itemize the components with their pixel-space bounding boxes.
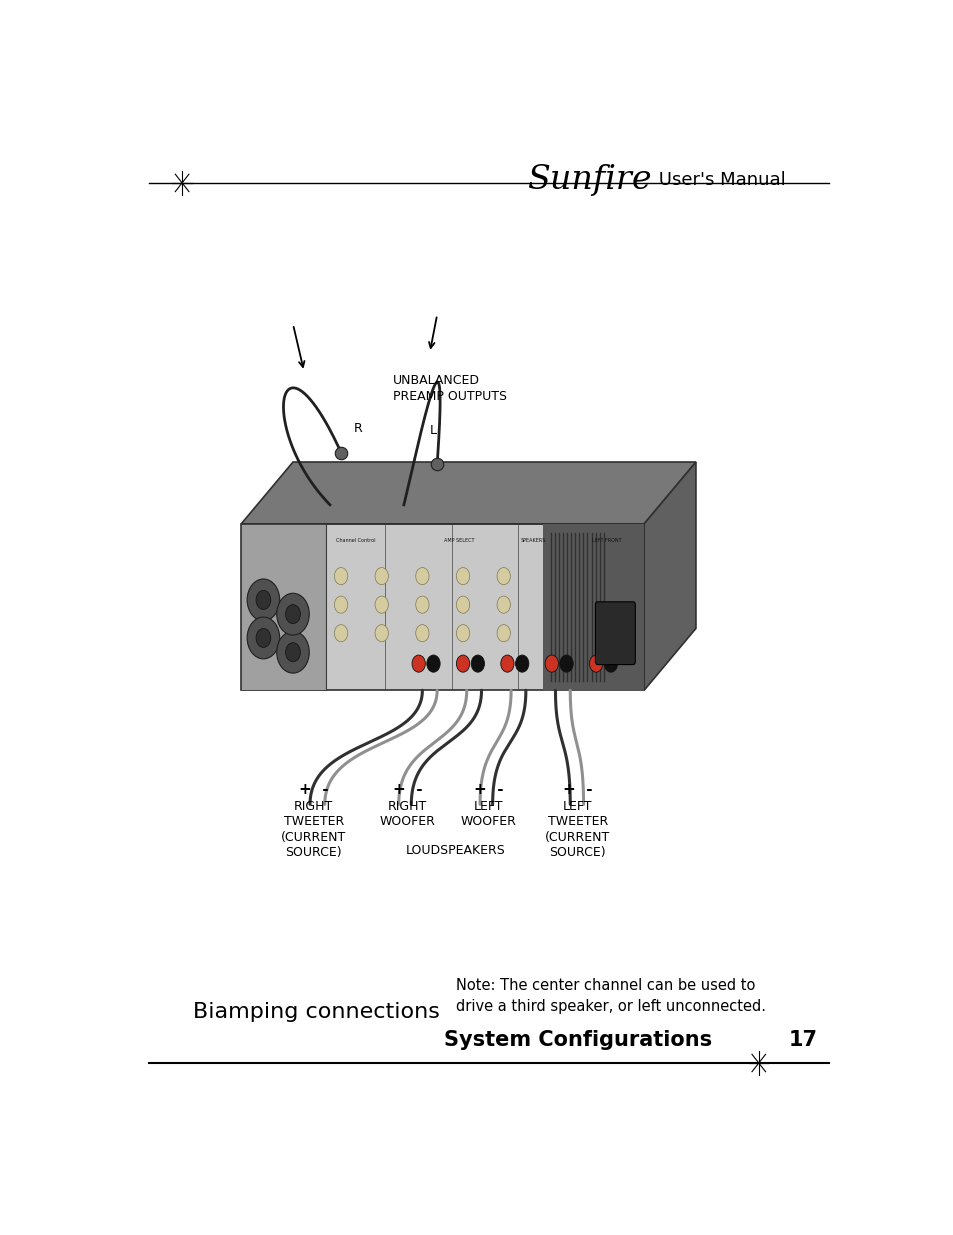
Circle shape [416, 625, 429, 642]
Circle shape [375, 597, 388, 614]
Circle shape [285, 642, 300, 662]
Text: Note: The center channel can be used to
drive a third speaker, or left unconnect: Note: The center channel can be used to … [456, 978, 765, 1014]
FancyBboxPatch shape [595, 601, 635, 664]
Text: AMP SELECT: AMP SELECT [444, 538, 474, 543]
Circle shape [247, 618, 279, 658]
Circle shape [589, 655, 602, 672]
Circle shape [255, 629, 271, 647]
Polygon shape [241, 524, 643, 690]
Circle shape [426, 655, 439, 672]
Text: +  -: + - [474, 782, 503, 797]
Text: L: L [429, 424, 436, 437]
Text: RIGHT
TWEETER
(CURRENT
SOURCE): RIGHT TWEETER (CURRENT SOURCE) [281, 799, 346, 860]
Polygon shape [241, 524, 326, 690]
Text: SPEAKERS: SPEAKERS [520, 538, 545, 543]
Circle shape [497, 625, 510, 642]
Polygon shape [543, 524, 643, 690]
Circle shape [375, 625, 388, 642]
Circle shape [471, 655, 484, 672]
Circle shape [456, 597, 469, 614]
Circle shape [544, 655, 558, 672]
Circle shape [285, 605, 300, 624]
Circle shape [276, 631, 309, 673]
Circle shape [515, 655, 528, 672]
Polygon shape [241, 462, 696, 524]
Circle shape [497, 568, 510, 584]
Text: LEFT FRONT: LEFT FRONT [592, 538, 621, 543]
Circle shape [276, 593, 309, 635]
Circle shape [416, 568, 429, 584]
Circle shape [416, 597, 429, 614]
Circle shape [456, 625, 469, 642]
Text: 17: 17 [788, 1030, 817, 1050]
Text: +  -: + - [393, 782, 422, 797]
Text: System Configurations: System Configurations [443, 1030, 711, 1050]
Circle shape [497, 597, 510, 614]
Circle shape [255, 590, 271, 609]
Circle shape [375, 568, 388, 584]
Circle shape [456, 655, 469, 672]
Polygon shape [643, 462, 696, 690]
Text: Sunfire: Sunfire [526, 164, 651, 196]
Text: R: R [354, 422, 362, 435]
Circle shape [500, 655, 514, 672]
Circle shape [335, 625, 347, 642]
Text: +  -: + - [562, 782, 592, 797]
Text: Channel Control: Channel Control [335, 538, 375, 543]
Text: Biamping connections: Biamping connections [193, 1002, 439, 1021]
Circle shape [603, 655, 617, 672]
Circle shape [559, 655, 573, 672]
Text: User's Manual: User's Manual [653, 172, 785, 189]
Text: RIGHT
WOOFER: RIGHT WOOFER [379, 799, 436, 829]
Circle shape [456, 568, 469, 584]
Circle shape [335, 568, 347, 584]
Circle shape [335, 597, 347, 614]
Circle shape [247, 579, 279, 621]
Text: LOUDSPEAKERS: LOUDSPEAKERS [405, 845, 505, 857]
Text: +  -: + - [298, 782, 328, 797]
Text: LEFT
TWEETER
(CURRENT
SOURCE): LEFT TWEETER (CURRENT SOURCE) [544, 799, 610, 860]
Text: LEFT
WOOFER: LEFT WOOFER [460, 799, 517, 829]
Circle shape [412, 655, 425, 672]
Text: UNBALANCED
PREAMP OUTPUTS: UNBALANCED PREAMP OUTPUTS [393, 374, 506, 403]
